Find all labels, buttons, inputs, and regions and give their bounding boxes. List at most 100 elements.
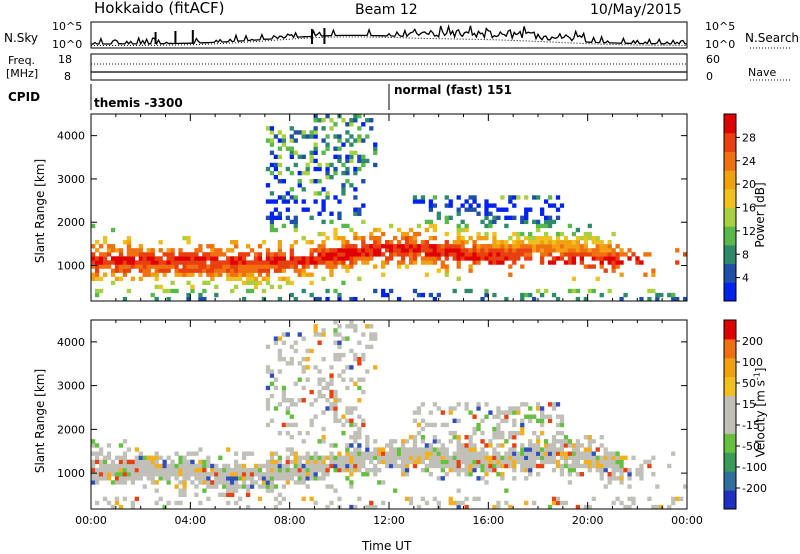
power-cell [412, 288, 418, 294]
vel-cell [496, 435, 501, 440]
vel-cell [567, 467, 573, 473]
vel-cell [440, 410, 445, 415]
power-cell [91, 244, 96, 249]
power-cell [226, 256, 231, 261]
power-cell [520, 264, 525, 269]
vel-cell [174, 500, 179, 506]
power-cell [194, 252, 199, 257]
vel-cell [182, 472, 187, 477]
vel-cell [285, 463, 290, 469]
power-cell [273, 199, 279, 204]
power-cell [138, 256, 143, 261]
power-cell [400, 235, 406, 241]
power-cell [98, 276, 104, 281]
vel-cell [611, 463, 616, 469]
power-cell [357, 158, 362, 164]
vel-cell [524, 447, 529, 452]
vel-cell [313, 455, 318, 460]
power-cell [496, 244, 501, 249]
vel-cell [122, 459, 128, 465]
power-cell [651, 288, 656, 294]
vel-cell [432, 447, 437, 452]
vel-cell [122, 467, 128, 473]
power-cell [186, 272, 191, 277]
power-cell [313, 126, 318, 131]
vel-cell [313, 398, 318, 403]
vel-cell [536, 451, 541, 456]
power-cell [289, 244, 294, 249]
power-cell [301, 260, 306, 265]
power-cell [222, 264, 227, 269]
vel-cell [146, 459, 151, 465]
vel-cell [198, 472, 203, 477]
power-cell [230, 264, 235, 269]
vel-cell [539, 463, 545, 469]
vel-cell [492, 426, 497, 432]
power-cell [595, 240, 600, 245]
vel-cell [460, 451, 465, 456]
vel-cell [480, 455, 485, 460]
power-cell [349, 122, 354, 127]
vel-cell [675, 496, 680, 502]
vel-cell [333, 459, 338, 465]
vel-cell [265, 459, 271, 465]
vel-cell [273, 459, 279, 465]
power-cell [408, 252, 414, 257]
vel-cell [198, 459, 203, 465]
power-cell [226, 276, 231, 281]
power-cell [404, 231, 410, 237]
vel-cell [234, 467, 239, 473]
vel-cell [361, 472, 366, 477]
power-cell [253, 268, 259, 273]
vel-cell [325, 467, 330, 473]
vel-cell [480, 476, 485, 481]
vel-cell [559, 447, 565, 452]
power-cell [269, 170, 275, 176]
power-cell [321, 150, 326, 155]
vel-cell [102, 467, 108, 473]
power-cell [456, 256, 461, 261]
vel-cell [504, 410, 509, 415]
power-cell [547, 252, 553, 257]
vel-cell [293, 348, 298, 354]
power-cell [214, 264, 219, 269]
power-cell [516, 252, 521, 257]
power-cell [504, 223, 509, 229]
vel-cell [551, 402, 557, 407]
vel-cell [345, 443, 350, 448]
vel-cell [357, 398, 362, 403]
power-cell [456, 244, 461, 249]
power-cell [277, 260, 283, 265]
vel-cell [206, 463, 211, 469]
power-cell [543, 248, 549, 253]
vel-cell [424, 451, 430, 456]
power-cell [122, 264, 128, 269]
vel-cell [448, 459, 453, 465]
power-cell [182, 264, 187, 269]
vel-cell [524, 402, 529, 407]
power-cell [126, 256, 132, 261]
power-cell [321, 240, 326, 245]
vel-cell [559, 414, 565, 419]
power-cell [373, 264, 378, 269]
power-cell [472, 252, 477, 257]
vel-cell [102, 455, 108, 460]
power-cell [428, 219, 433, 225]
vel-cell [166, 467, 171, 473]
power-cell [436, 244, 441, 249]
power-cell [460, 203, 465, 208]
power-cell [396, 244, 402, 249]
vel-cell [345, 406, 350, 411]
power-cell [106, 244, 112, 249]
vel-cell [428, 422, 433, 428]
power-cell [138, 248, 143, 253]
power-cell [166, 296, 171, 302]
power-cell [273, 166, 279, 172]
vel-cell [400, 455, 406, 460]
power-cell [504, 240, 509, 245]
vel-cell [547, 443, 553, 448]
power-cell [122, 256, 128, 261]
vel-cell [261, 472, 267, 477]
vel-cell [575, 451, 581, 456]
vel-cell [214, 472, 219, 477]
